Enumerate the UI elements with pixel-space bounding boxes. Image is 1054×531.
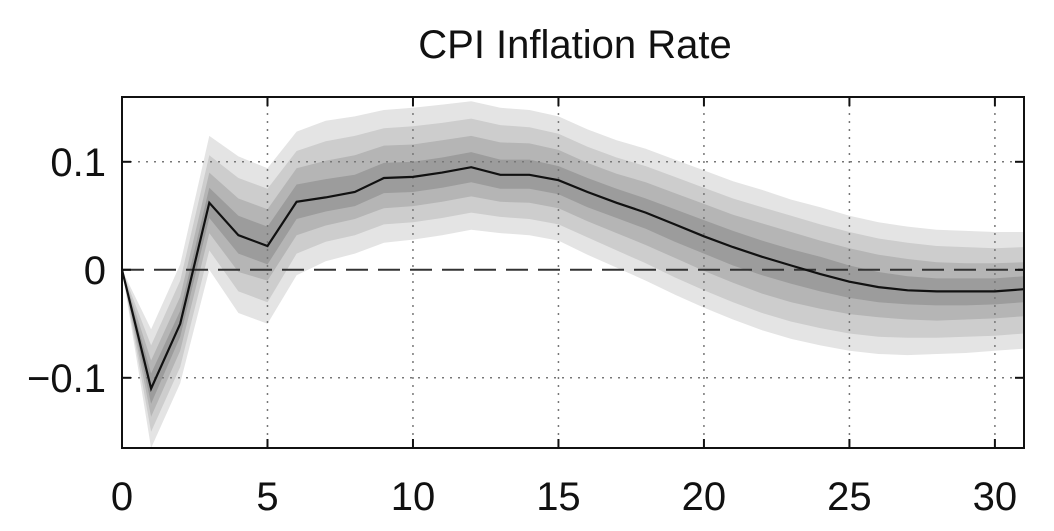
x-tick-label: 30 bbox=[973, 475, 1018, 519]
x-tick-label: 25 bbox=[827, 475, 872, 519]
chart-title: CPI Inflation Rate bbox=[418, 23, 732, 67]
y-tick-label: −0.1 bbox=[27, 357, 106, 401]
plot-frame bbox=[121, 96, 1025, 449]
y-tick-label: 0.1 bbox=[50, 141, 106, 185]
x-tick-label: 20 bbox=[682, 475, 727, 519]
x-tick-label: 15 bbox=[536, 475, 581, 519]
x-axis: 0 5 10 15 20 25 30 bbox=[111, 97, 1017, 519]
median-line bbox=[120, 166, 1025, 392]
band-4 bbox=[122, 152, 1024, 404]
y-axis: −0.1 0 0.1 bbox=[27, 141, 1024, 401]
y-tick-label: 0 bbox=[84, 249, 106, 293]
x-tick-label: 10 bbox=[391, 475, 436, 519]
x-tick-label: 0 bbox=[111, 475, 133, 519]
x-tick-label: 5 bbox=[256, 475, 278, 519]
confidence-bands bbox=[122, 101, 1024, 449]
